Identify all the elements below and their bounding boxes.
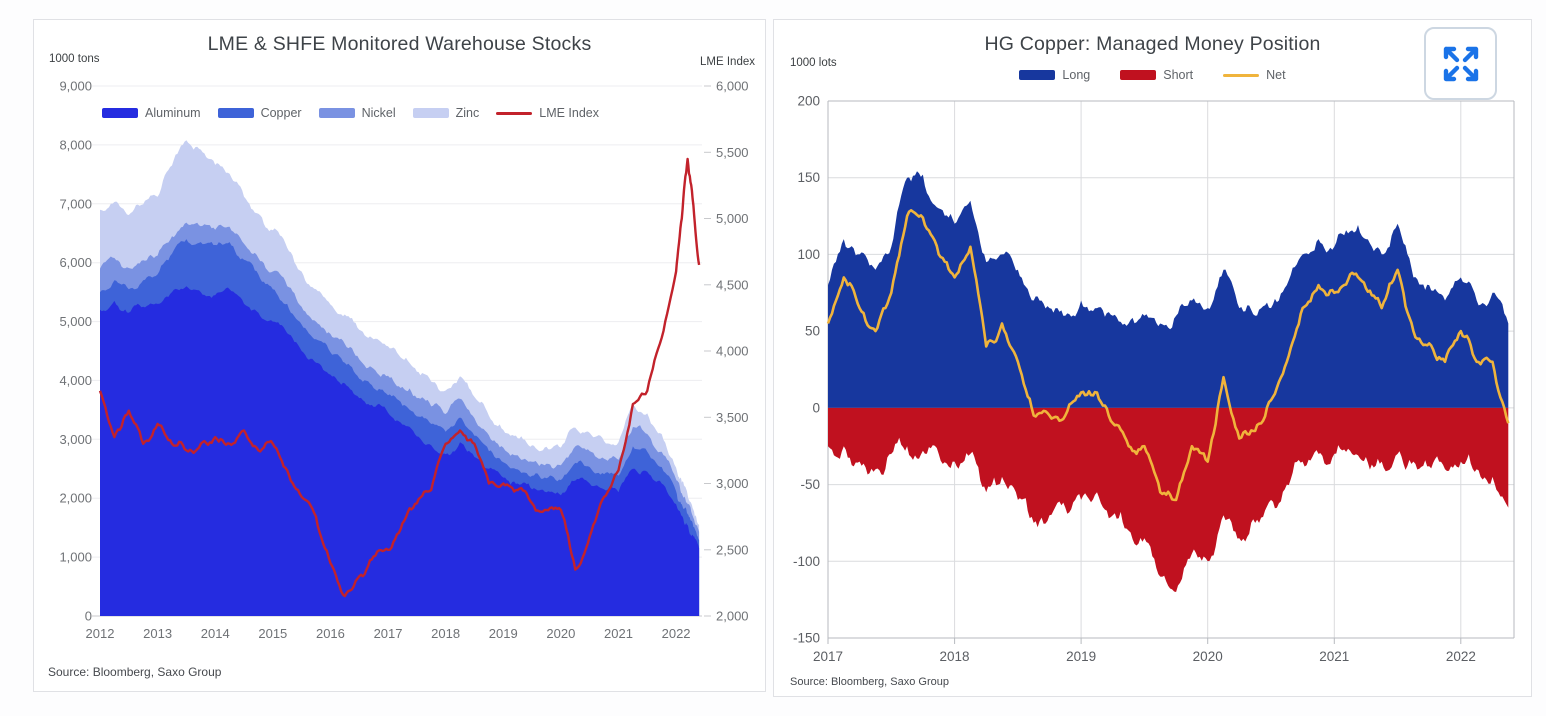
long-area (828, 171, 1509, 408)
right-y-axis-tick: 5,500 (716, 145, 749, 160)
managed-money-panel: 1000 lots HG Copper: Managed Money Posit… (773, 19, 1532, 697)
net-line (826, 209, 1510, 502)
right-y-axis-tick: 3,000 (716, 476, 749, 491)
y-axis-tick: 5,000 (59, 314, 92, 329)
legend-item-copper[interactable]: Copper (217, 106, 302, 120)
y-axis-tick: 8,000 (59, 137, 92, 152)
y-axis-tick: 2,000 (59, 491, 92, 506)
legend-swatch (1223, 73, 1260, 77)
left-source-note: Source: Bloomberg, Saxo Group (48, 665, 222, 679)
short-area (828, 407, 1509, 592)
warehouse-legend: Aluminum Copper Nickel Zinc LME Index (102, 106, 599, 120)
left-axis-unit-label: 1000 tons (49, 53, 100, 65)
x-axis-tick: 2016 (316, 626, 345, 641)
x-axis-tick: 2015 (258, 626, 287, 641)
x-axis-tick: 2022 (1446, 649, 1476, 664)
y-axis-tick: 0 (812, 400, 820, 415)
x-axis-tick: 2020 (546, 626, 575, 641)
y-axis-tick: -50 (800, 477, 820, 492)
x-axis-tick: 2017 (813, 649, 843, 664)
legend-item-lme-index[interactable]: LME Index (496, 106, 599, 120)
right-axis-unit-label: LME Index (700, 56, 755, 68)
legend-item-aluminum[interactable]: Aluminum (102, 106, 201, 120)
y-axis-tick: 200 (797, 94, 820, 109)
legend-label: Zinc (455, 106, 480, 120)
legend-swatch (412, 108, 449, 118)
legend-label: Aluminum (145, 106, 201, 120)
lots-axis-unit-label: 1000 lots (790, 57, 837, 69)
x-axis-tick: 2017 (374, 626, 403, 641)
expand-button[interactable] (1424, 27, 1497, 100)
warehouse-chart-title: LME & SHFE Monitored Warehouse Stocks (207, 33, 592, 55)
y-axis-tick: 1,000 (59, 550, 92, 565)
aluminum-area (100, 286, 700, 616)
right-y-axis-tick: 5,000 (716, 211, 749, 226)
x-axis-tick: 2012 (86, 626, 115, 641)
x-axis-tick: 2019 (1066, 649, 1096, 664)
legend-label: Short (1163, 68, 1194, 82)
expand-arrows-icon (1443, 46, 1478, 81)
y-axis-tick: 150 (797, 170, 820, 185)
managed-money-plot: -150 -100 -50 0 50 100 150 200 2017 2018 2019 2020 2… (793, 94, 1515, 664)
right-source-note: Source: Bloomberg, Saxo Group (790, 676, 949, 688)
x-axis-tick: 2018 (940, 649, 970, 664)
legend-item-net[interactable]: Net (1223, 68, 1286, 82)
legend-label: Net (1266, 68, 1286, 82)
y-axis-tick: -100 (793, 554, 820, 569)
warehouse-stocks-panel: 1000 tons LME & SHFE Monitored Warehouse… (33, 19, 766, 692)
x-axis-tick: 2020 (1193, 649, 1223, 664)
right-y-axis-tick: 4,000 (716, 344, 749, 359)
legend-swatch (102, 108, 138, 118)
legend-swatch (217, 108, 254, 118)
legend-item-zinc[interactable]: Zinc (412, 106, 480, 120)
x-axis-tick: 2014 (201, 626, 230, 641)
y-axis-tick: 9,000 (59, 79, 92, 94)
x-axis-tick: 2013 (143, 626, 172, 641)
y-axis-tick: 6,000 (59, 255, 92, 270)
x-axis-tick: 2019 (489, 626, 518, 641)
legend-item-nickel[interactable]: Nickel (318, 106, 396, 120)
legend-label: Nickel (361, 106, 396, 120)
y-axis-tick: 0 (85, 609, 92, 624)
legend-label: LME Index (539, 106, 600, 120)
y-axis-tick: 3,000 (59, 432, 92, 447)
legend-label: Copper (260, 106, 302, 120)
y-axis-tick: 4,000 (59, 373, 92, 388)
x-axis-tick: 2021 (604, 626, 633, 641)
y-axis-tick: -150 (793, 631, 820, 646)
legend-swatch (1120, 70, 1157, 80)
y-axis-tick: 7,000 (59, 196, 92, 211)
x-axis-tick: 2021 (1319, 649, 1349, 664)
y-axis-tick: 50 (805, 324, 820, 339)
copper-chart-title: HG Copper: Managed Money Position (984, 33, 1321, 55)
x-axis-tick: 2018 (431, 626, 460, 641)
right-y-axis-tick: 6,000 (716, 79, 749, 94)
legend-item-long[interactable]: Long (1019, 68, 1090, 82)
x-axis-tick: 2022 (662, 626, 691, 641)
legend-swatch (318, 108, 355, 118)
right-y-axis-tick: 3,500 (716, 410, 749, 425)
lme-index-line (98, 157, 701, 598)
legend-swatch (1019, 70, 1056, 80)
copper-legend: Long Short Net (774, 68, 1531, 82)
y-axis-tick: 100 (797, 247, 820, 262)
right-y-axis-tick: 2,500 (716, 542, 749, 557)
legend-label: Long (1062, 68, 1091, 82)
legend-swatch (496, 111, 533, 115)
right-y-axis-tick: 4,500 (716, 277, 749, 292)
right-y-axis-tick: 2,000 (716, 609, 749, 624)
legend-item-short[interactable]: Short (1120, 68, 1193, 82)
warehouse-stocks-plot: 0 1,000 2,000 3,000 4,000 5,000 6,000 7,000 8,00… (59, 79, 749, 642)
